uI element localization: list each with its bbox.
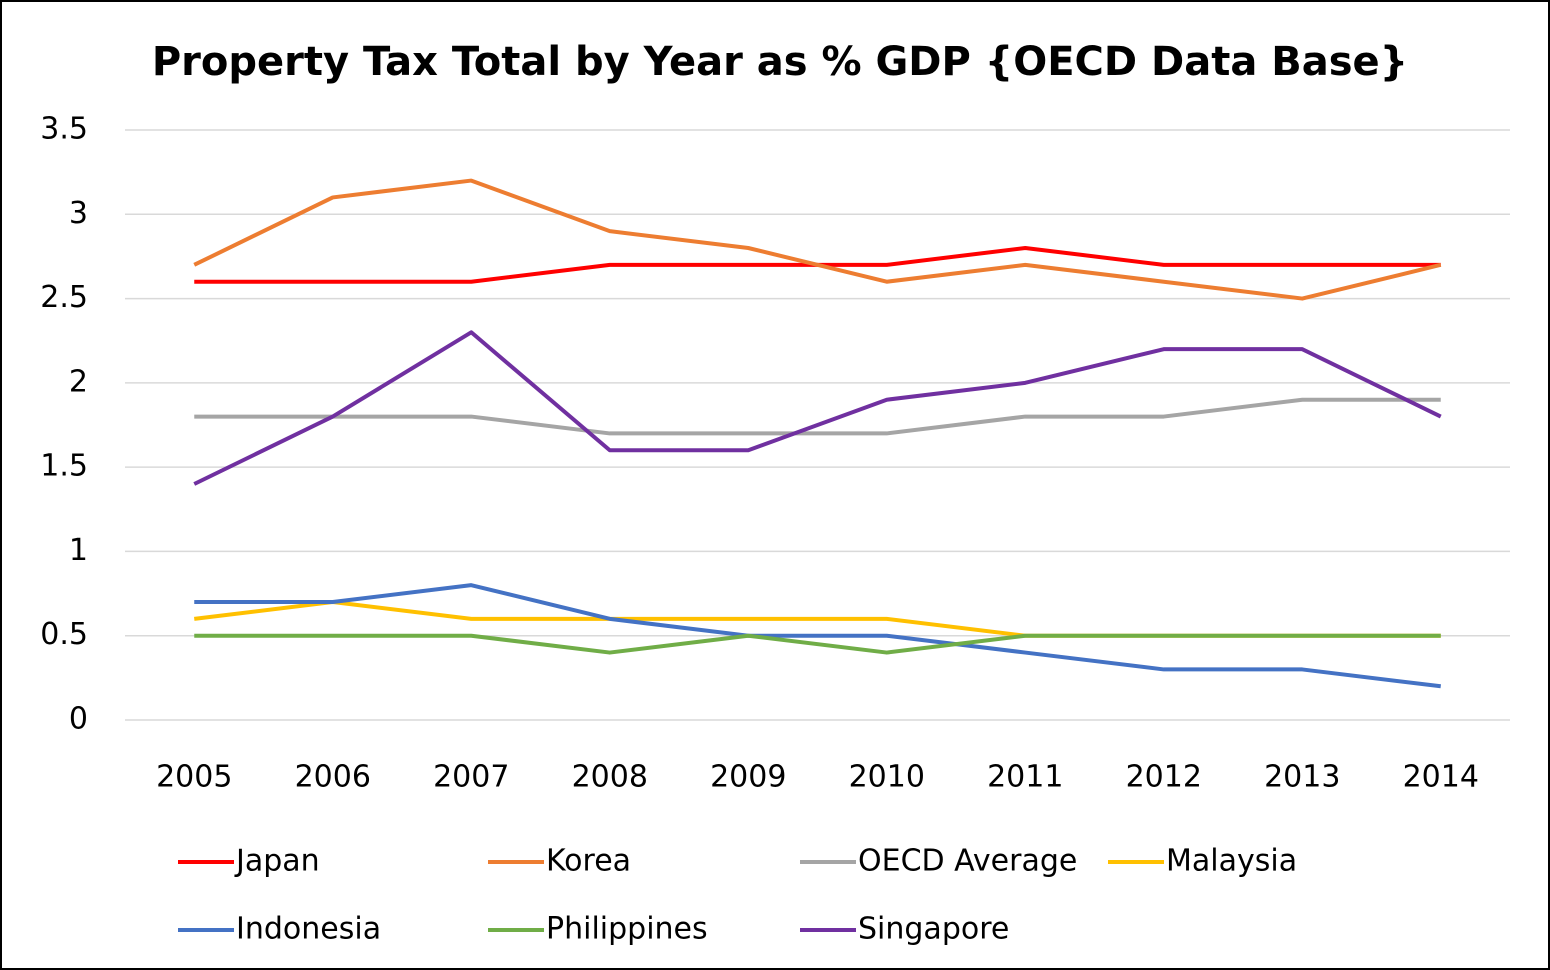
x-tick-label: 2008 xyxy=(572,760,648,795)
x-tick-label: 2007 xyxy=(433,760,509,795)
y-tick-label: 0 xyxy=(69,702,88,737)
x-tick-label: 2006 xyxy=(295,760,371,795)
y-tick-label: 2.5 xyxy=(40,280,88,315)
x-tick-label: 2011 xyxy=(987,760,1063,795)
legend-label: Indonesia xyxy=(236,912,381,947)
y-tick-label: 0.5 xyxy=(40,617,88,652)
series-line xyxy=(194,397,1441,436)
series-line xyxy=(194,633,1441,655)
y-tick-label: 1 xyxy=(69,533,88,568)
x-tick-label: 2010 xyxy=(849,760,925,795)
legend-label: Malaysia xyxy=(1166,844,1297,879)
x-tick-label: 2009 xyxy=(710,760,786,795)
x-tick-label: 2014 xyxy=(1403,760,1479,795)
legend-label: Korea xyxy=(546,844,631,879)
x-tick-label: 2013 xyxy=(1264,760,1340,795)
legend-label: Philippines xyxy=(546,912,708,947)
series-line xyxy=(194,583,1441,689)
series-line xyxy=(193,178,1442,301)
chart-title: Property Tax Total by Year as % GDP {OEC… xyxy=(152,39,1408,85)
y-tick-label: 2 xyxy=(69,364,88,399)
x-tick-label: 2012 xyxy=(1126,760,1202,795)
legend-label: Singapore xyxy=(858,912,1009,947)
y-tick-label: 3 xyxy=(69,196,88,231)
legend-label: OECD Average xyxy=(858,844,1077,879)
series-line xyxy=(193,330,1442,486)
x-tick-label: 2005 xyxy=(156,760,232,795)
y-tick-label: 3.5 xyxy=(40,112,88,147)
legend-label: Japan xyxy=(234,844,320,879)
y-tick-label: 1.5 xyxy=(40,449,88,484)
